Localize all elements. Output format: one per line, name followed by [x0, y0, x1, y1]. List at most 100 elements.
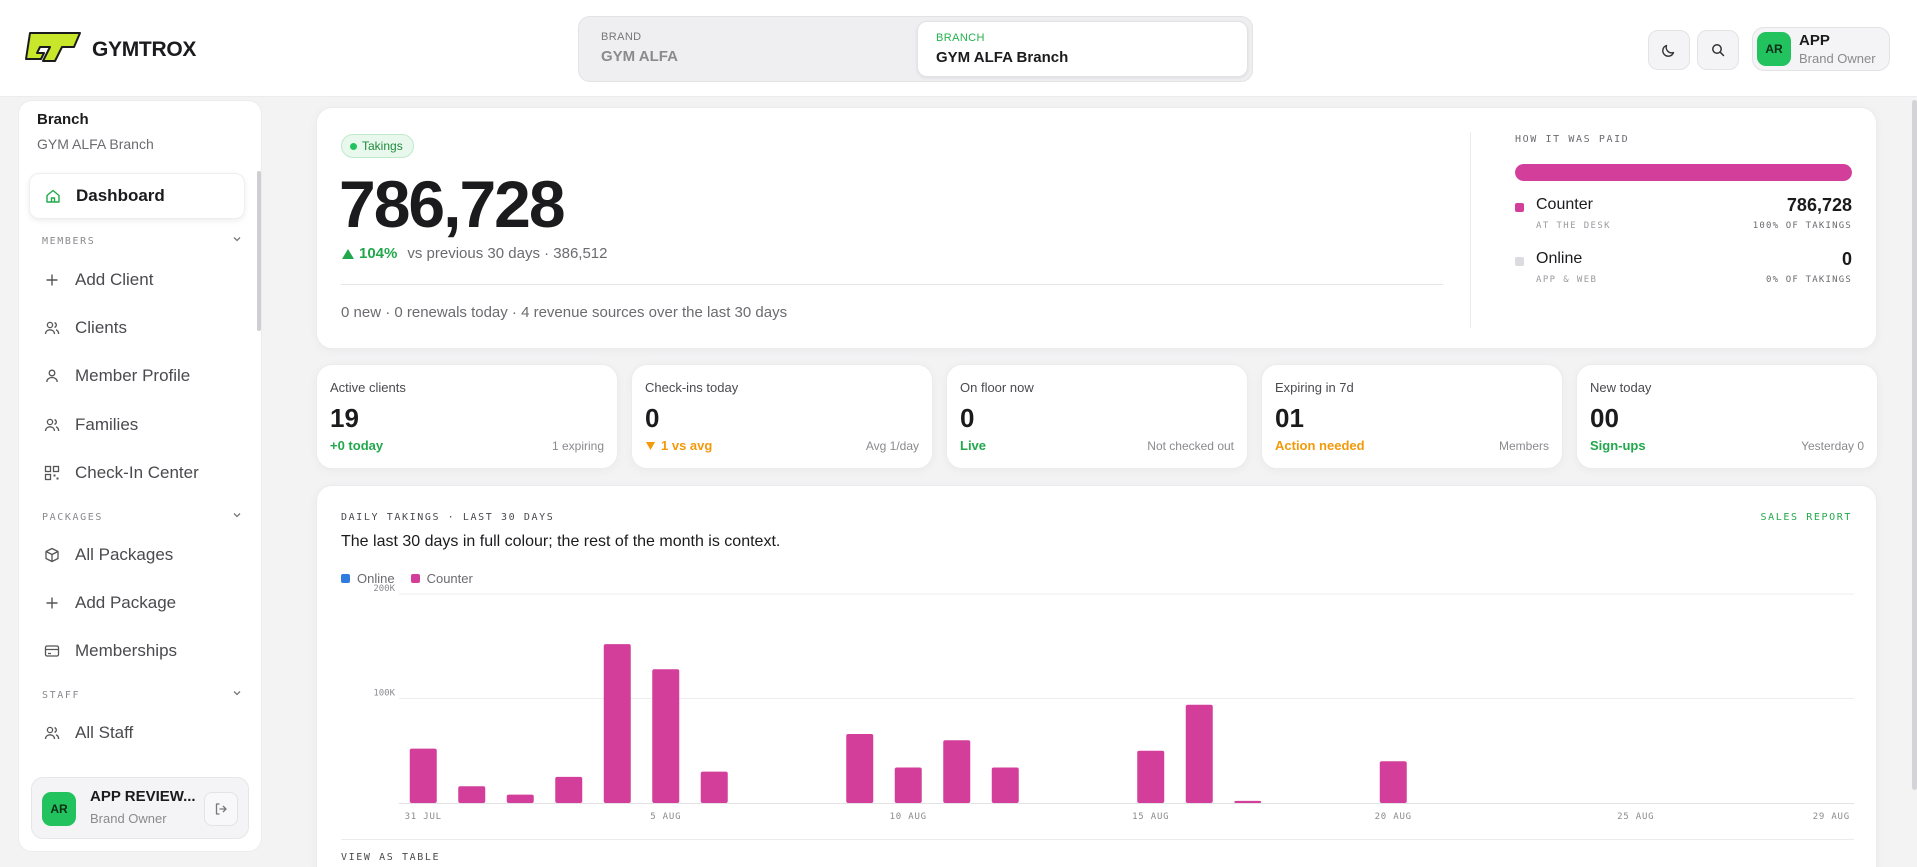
sidebar: Branch GYM ALFA Branch Dashboard MEMBERS… [18, 100, 262, 852]
x-tick-label: 29 AUG [1813, 812, 1850, 822]
payment-method-value: 786,728 [1786, 195, 1852, 215]
legend-item-online[interactable]: Online [341, 571, 395, 586]
branch-value: GYM ALFA Branch [936, 49, 1069, 66]
stat-card-active-clients[interactable]: Active clients 19 +0 today 1 expiring [316, 364, 618, 469]
stat-note: 1 expiring [551, 439, 604, 453]
bar-counter [700, 771, 728, 803]
sidebar-item-label: All Packages [75, 545, 174, 564]
payment-method-name: Counter [1536, 196, 1593, 213]
bar-counter [603, 644, 631, 803]
daily-takings-chart: 200K 100K 31 JUL 5 AUG 10 AUG 15 AUG 20 AUG 25 … [341, 584, 1854, 840]
sidebar-item-families[interactable]: Families [29, 402, 245, 448]
sidebar-item-label: Add Client [75, 270, 154, 289]
bar-counter [1185, 704, 1213, 803]
stat-sub: Action needed [1275, 438, 1365, 453]
users-icon [43, 416, 61, 434]
bar-counter [1234, 800, 1262, 803]
takings-delta-pct: 104% [359, 245, 398, 262]
takings-summary: 0 new · 0 renewals today · 4 revenue sou… [341, 304, 788, 321]
stat-value: 0 [645, 403, 660, 433]
brand-value: GYM ALFA [601, 48, 678, 65]
users-icon [43, 724, 61, 742]
sidebar-item-check-in-center[interactable]: Check-In Center [29, 450, 245, 496]
legend-swatch [1515, 203, 1524, 212]
section-staff-header[interactable]: STAFF [42, 690, 242, 701]
stat-value: 0 [960, 403, 975, 433]
stat-note: Not checked out [1147, 439, 1234, 453]
branch-selector[interactable]: BRANCH GYM ALFA Branch [917, 21, 1248, 77]
main-scrollbar[interactable] [1912, 100, 1917, 790]
x-tick-label: 15 AUG [1132, 812, 1169, 822]
stat-value: 00 [1590, 403, 1619, 433]
sidebar-item-all-packages[interactable]: All Packages [29, 532, 245, 578]
section-members-header[interactable]: MEMBERS [42, 236, 242, 247]
user-menu[interactable]: AR APP Brand Owner [1752, 27, 1890, 71]
credit-card-icon [43, 642, 61, 660]
sidebar-item-dashboard[interactable]: Dashboard [29, 173, 245, 219]
branch-label: BRANCH [936, 32, 985, 44]
chart-subtitle: The last 30 days in full colour; the res… [341, 533, 781, 550]
app-name: GYMTROX [92, 38, 197, 61]
sidebar-scrollbar[interactable] [257, 171, 261, 331]
avatar: AR [1757, 32, 1791, 66]
bar-counter [506, 794, 534, 803]
logout-button[interactable] [204, 792, 238, 826]
payment-method-sub: AT THE DESK [1536, 221, 1612, 231]
stat-card-expiring[interactable]: Expiring in 7d 01 Action needed Members [1261, 364, 1563, 469]
sidebar-item-label: Memberships [75, 641, 178, 660]
moon-icon [1662, 44, 1675, 57]
section-label: MEMBERS [42, 236, 96, 247]
payment-method-pct: 0% OF TAKINGS [1765, 275, 1852, 285]
section-packages-header[interactable]: PACKAGES [42, 512, 242, 523]
sidebar-item-label: Clients [75, 318, 127, 337]
sidebar-user-name: APP REVIEW... [90, 788, 196, 805]
stat-sub: Sign-ups [1590, 438, 1646, 453]
chart-title: DAILY TAKINGS · LAST 30 DAYS [341, 512, 555, 523]
search-button[interactable] [1697, 30, 1739, 70]
brand-selector[interactable]: BRAND GYM ALFA [583, 21, 913, 77]
takings-card: Takings 786,728 104% vs previous 30 days… [316, 107, 1877, 349]
bar-counter [652, 669, 680, 803]
avatar: AR [42, 792, 76, 826]
gymtrox-logo [25, 32, 81, 62]
sales-report-link[interactable]: SALES REPORT [1760, 512, 1852, 523]
user-role: Brand Owner [1799, 51, 1876, 66]
payment-split-bar [1515, 164, 1852, 181]
stat-card-check-ins[interactable]: Check-ins today 0 1 vs avg Avg 1/day [631, 364, 933, 469]
plus-icon [43, 594, 61, 612]
sidebar-item-memberships[interactable]: Memberships [29, 628, 245, 674]
stat-label: Check-ins today [645, 380, 739, 395]
triangle-up-icon [342, 248, 354, 259]
stat-label: Expiring in 7d [1275, 380, 1354, 395]
section-label: STAFF [42, 690, 81, 701]
sidebar-item-add-package[interactable]: Add Package [29, 580, 245, 626]
sidebar-item-all-staff[interactable]: All Staff [29, 710, 245, 756]
stat-card-on-floor[interactable]: On floor now 0 Live Not checked out [946, 364, 1248, 469]
theme-toggle-button[interactable] [1648, 30, 1690, 70]
section-label: PACKAGES [42, 512, 103, 523]
divider [1470, 132, 1471, 328]
view-as-table-link[interactable]: VIEW AS TABLE [341, 852, 441, 863]
legend-label: Counter [426, 571, 473, 586]
payment-method-sub: APP & WEB [1536, 275, 1598, 285]
stat-card-new-today[interactable]: New today 00 Sign-ups Yesterday 0 [1576, 364, 1878, 469]
user-name: APP [1799, 32, 1830, 49]
x-tick-label: 10 AUG [890, 812, 927, 822]
payment-method-counter: Counter AT THE DESK 786,728 100% OF TAKI… [1515, 195, 1852, 240]
sidebar-item-label: Add Package [75, 593, 177, 612]
y-tick-label: 200K [373, 584, 395, 594]
users-icon [43, 319, 61, 337]
payment-split-fill-counter [1515, 164, 1852, 181]
stat-sub: 1 vs avg [661, 438, 713, 453]
sidebar-item-member-profile[interactable]: Member Profile [29, 353, 245, 399]
legend-swatch [341, 574, 350, 583]
sidebar-item-clients[interactable]: Clients [29, 305, 245, 351]
bar-counter [894, 767, 922, 803]
sidebar-item-label: Dashboard [76, 186, 165, 205]
payment-methods-title: HOW IT WAS PAID [1515, 134, 1630, 145]
sidebar-item-add-client[interactable]: Add Client [29, 257, 245, 303]
takings-delta: 104% vs previous 30 days · 386,512 [341, 245, 608, 262]
user-icon [43, 367, 61, 385]
legend-item-counter[interactable]: Counter [410, 571, 473, 586]
x-tick-label: 31 JUL [405, 812, 442, 822]
